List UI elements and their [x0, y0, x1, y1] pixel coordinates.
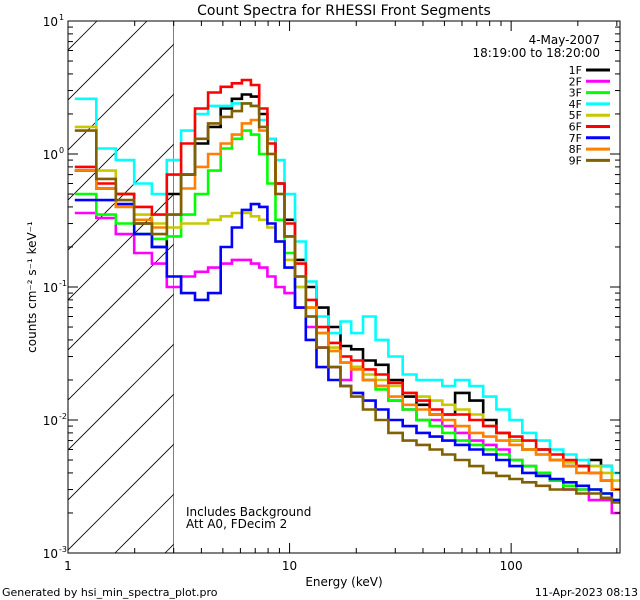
legend-label-1F: 1F [569, 64, 582, 77]
legend-label-9F: 9F [569, 154, 582, 167]
footer-timestamp: 11-Apr-2023 08:13 [535, 586, 638, 599]
x-tick-label: 100 [500, 559, 523, 573]
series-line-8F [74, 118, 620, 491]
x-tick-label: 1 [64, 559, 72, 573]
series-line-9F [74, 102, 620, 504]
hatch-line [114, 493, 174, 553]
hatch-line [68, 43, 174, 151]
footer-generator: Generated by hsi_min_spectra_plot.pro [2, 586, 218, 599]
hatch-line [68, 193, 174, 301]
legend-label-4F: 4F [569, 98, 582, 111]
y-tick-exponent: 0 [59, 146, 64, 155]
legend-label-6F: 6F [569, 121, 582, 134]
x-axis-label: Energy (keV) [305, 575, 382, 589]
hatch-line [68, 443, 174, 551]
time-range-label: 18:19:00 to 18:20:00 [473, 46, 600, 60]
annotation-background: Includes Background [186, 505, 311, 519]
series-line-5F [74, 125, 620, 482]
y-tick-exponent: -1 [59, 279, 67, 288]
y-tick-label: 10 [43, 148, 58, 162]
y-tick-label: 10 [43, 547, 58, 561]
date-label: 4-May-2007 [529, 33, 600, 47]
y-tick-exponent: 1 [59, 13, 64, 22]
hatch-line [68, 243, 174, 351]
legend-label-5F: 5F [569, 109, 582, 122]
y-tick-label: 10 [43, 15, 58, 29]
hatch-line [68, 393, 174, 501]
chart-title: Count Spectra for RHESSI Front Segments [197, 3, 491, 19]
y-tick-label: 10 [43, 281, 58, 295]
hatch-line [68, 293, 174, 401]
y-tick-exponent: -3 [59, 545, 67, 554]
y-tick-exponent: -2 [59, 412, 67, 421]
legend-label-3F: 3F [569, 87, 582, 100]
legend-label-2F: 2F [569, 75, 582, 88]
annotation-attenuator: Att A0, FDecim 2 [186, 517, 287, 531]
x-tick-label: 10 [282, 559, 297, 573]
hatch-line [0, 21, 47, 553]
series-line-4F [74, 97, 620, 475]
series-line-6F [74, 78, 620, 491]
y-axis-label: counts cm⁻² s⁻¹ keV⁻¹ [25, 221, 39, 353]
series-line-3F [74, 129, 620, 502]
legend-label-8F: 8F [569, 143, 582, 156]
hatch-line [68, 93, 174, 201]
series-line-1F [74, 93, 620, 491]
y-tick-label: 10 [43, 414, 58, 428]
legend-label-7F: 7F [569, 132, 582, 145]
hatched-excluded-region [0, 21, 174, 553]
